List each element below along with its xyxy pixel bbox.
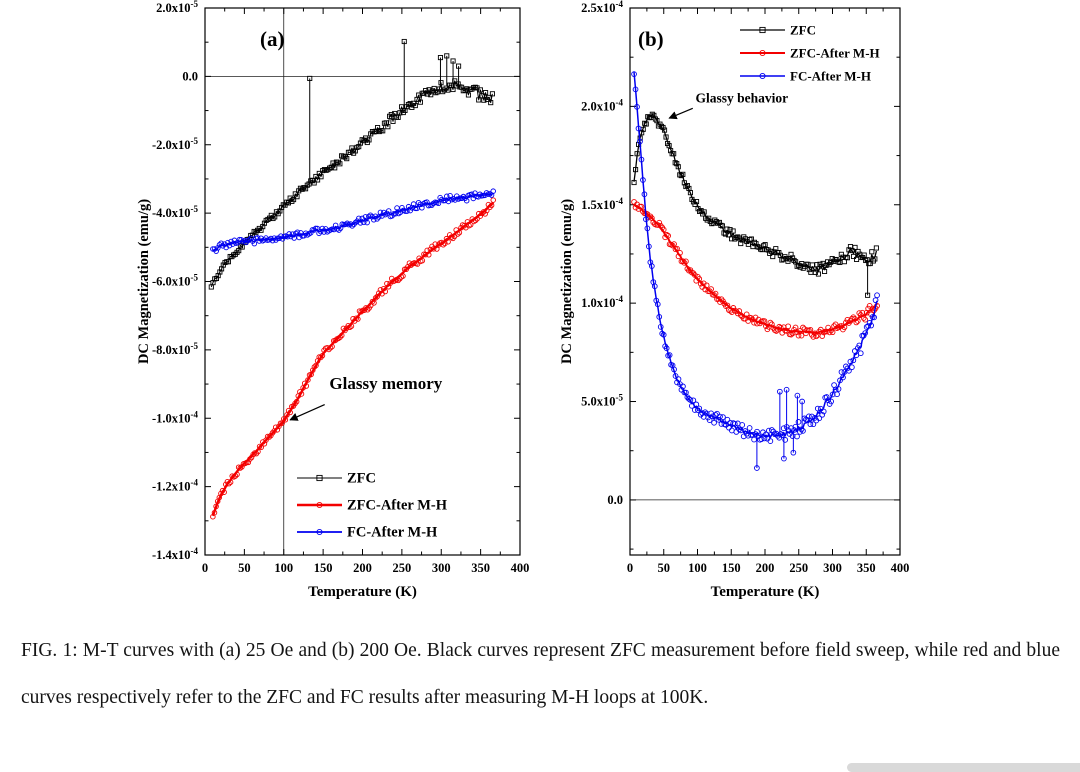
series-zfc bbox=[631, 111, 879, 298]
annotation-glassy-behavior: Glassy behavior bbox=[668, 90, 788, 120]
annotation-arrow bbox=[289, 404, 325, 421]
y-axis-ticks: 2.0x10-5 0.0 -2.0x10-5 -4.0x10-5 -6.0x10-5 -8… bbox=[152, 0, 520, 562]
y-axis-title: DC Magnetization (emu/g) bbox=[136, 199, 152, 364]
annotation-arrow bbox=[668, 107, 694, 120]
y-tick-label: 0.0 bbox=[607, 493, 623, 507]
x-tick-label: 400 bbox=[891, 561, 910, 575]
x-tick-label: 250 bbox=[393, 561, 412, 575]
y-tick-label: 2.0x10-4 bbox=[581, 97, 623, 113]
x-tick-label: 200 bbox=[353, 561, 372, 575]
annotation-glassy-memory: Glassy memory bbox=[289, 374, 443, 421]
legend-entry-zfc-after-m-h: ZFC-After M-H bbox=[740, 46, 880, 61]
x-tick-label: 100 bbox=[274, 561, 293, 575]
x-tick-label: 50 bbox=[658, 561, 671, 575]
annotation-text: Glassy behavior bbox=[695, 90, 788, 105]
y-tick-label: -2.0x10-5 bbox=[152, 136, 199, 152]
x-tick-label: 0 bbox=[202, 561, 208, 575]
series-markers-zfc-after-m-h bbox=[210, 197, 496, 520]
series-markers-zfc bbox=[631, 111, 879, 277]
plot-frame bbox=[629, 7, 901, 556]
x-tick-label: 300 bbox=[823, 561, 842, 575]
y-tick-label: -1.2x10-4 bbox=[152, 478, 199, 494]
x-tick-label: 350 bbox=[471, 561, 490, 575]
x-tick-label: 150 bbox=[314, 561, 333, 575]
legend-entry-fc-after-m-h: FC-After M-H bbox=[297, 525, 438, 541]
y-tick-label: -4.0x10-5 bbox=[152, 204, 199, 220]
reference-lines bbox=[205, 8, 520, 555]
annotation-text: Glassy memory bbox=[329, 374, 442, 393]
x-axis-title: Temperature (K) bbox=[711, 584, 820, 600]
chart-panel-a: 0 50 100 150 200 250 300 350 400 2.0x10-5 0.0 -2.0x… bbox=[136, 0, 530, 600]
legend-label: FC-After M-H bbox=[790, 69, 871, 84]
series-zfc-after-m-h bbox=[631, 199, 880, 340]
chart-panel-b: 0 50 100 150 200 250 300 350 400 0.0 5.0x10-5 1.0x1… bbox=[559, 0, 910, 600]
y-tick-label: 2.0x10-5 bbox=[156, 0, 198, 15]
series-markers-fc-after-m-h bbox=[210, 188, 496, 254]
legend-label: FC-After M-H bbox=[347, 525, 438, 541]
y-axis-ticks: 0.0 5.0x10-5 1.0x10-4 1.5x10-4 2.0x10-4 2.5x1… bbox=[581, 0, 900, 550]
legend-entry-fc-after-m-h: FC-After M-H bbox=[740, 69, 871, 84]
x-tick-label: 150 bbox=[722, 561, 741, 575]
y-tick-label: 2.5x10-4 bbox=[581, 0, 623, 15]
x-tick-label: 100 bbox=[688, 561, 707, 575]
x-tick-label: 200 bbox=[756, 561, 775, 575]
x-tick-label: 0 bbox=[627, 561, 633, 575]
legend-label: ZFC bbox=[790, 23, 816, 38]
panel-label: (b) bbox=[638, 27, 664, 51]
y-tick-label: 0.0 bbox=[182, 69, 198, 83]
x-tick-label: 250 bbox=[789, 561, 808, 575]
series-spikes-fc-after-m-h bbox=[754, 386, 805, 471]
series-markers-fc-after-m-h bbox=[631, 71, 880, 444]
legend: ZFC ZFC-After M-H FC-After M-H bbox=[740, 23, 880, 84]
y-tick-label: 1.0x10-4 bbox=[581, 294, 623, 310]
plot-frame bbox=[204, 7, 521, 556]
legend-entry-zfc: ZFC bbox=[297, 471, 376, 487]
legend-entry-zfc: ZFC bbox=[740, 23, 816, 38]
series-zfc-after-m-h bbox=[210, 197, 496, 520]
legend-label: ZFC-After M-H bbox=[790, 46, 880, 61]
series-spikes-zfc bbox=[865, 260, 871, 298]
series-fc-after-m-h bbox=[631, 71, 880, 471]
y-tick-label: -1.4x10-4 bbox=[152, 546, 199, 562]
x-axis-ticks: 0 50 100 150 200 250 300 350 400 bbox=[627, 8, 910, 575]
legend-entry-zfc-after-m-h: ZFC-After M-H bbox=[297, 498, 448, 514]
figure-caption: FIG. 1: M-T curves with (a) 25 Oe and (b… bbox=[21, 640, 1060, 708]
panel-label: (a) bbox=[260, 27, 285, 51]
x-tick-label: 400 bbox=[511, 561, 530, 575]
corner-scrollbar-artifact bbox=[847, 763, 1080, 772]
y-tick-label: -8.0x10-5 bbox=[152, 341, 199, 357]
series-markers-zfc-after-m-h bbox=[631, 199, 880, 340]
y-tick-label: -6.0x10-5 bbox=[152, 273, 199, 289]
legend-label: ZFC-After M-H bbox=[347, 498, 448, 514]
x-tick-label: 300 bbox=[432, 561, 451, 575]
series-fc-after-m-h bbox=[210, 188, 496, 254]
y-tick-label: -1.0x10-4 bbox=[152, 409, 199, 425]
x-axis-title: Temperature (K) bbox=[308, 584, 417, 600]
x-axis-ticks: 0 50 100 150 200 250 300 350 400 bbox=[202, 8, 530, 575]
legend-label: ZFC bbox=[347, 471, 376, 487]
y-axis-title: DC Magnetization (emu/g) bbox=[559, 199, 575, 364]
x-tick-label: 350 bbox=[857, 561, 876, 575]
x-tick-label: 50 bbox=[238, 561, 251, 575]
y-tick-label: 1.5x10-4 bbox=[581, 196, 623, 212]
legend: ZFC ZFC-After M-H FC-After M-H bbox=[297, 471, 448, 541]
y-tick-label: 5.0x10-5 bbox=[581, 393, 623, 409]
